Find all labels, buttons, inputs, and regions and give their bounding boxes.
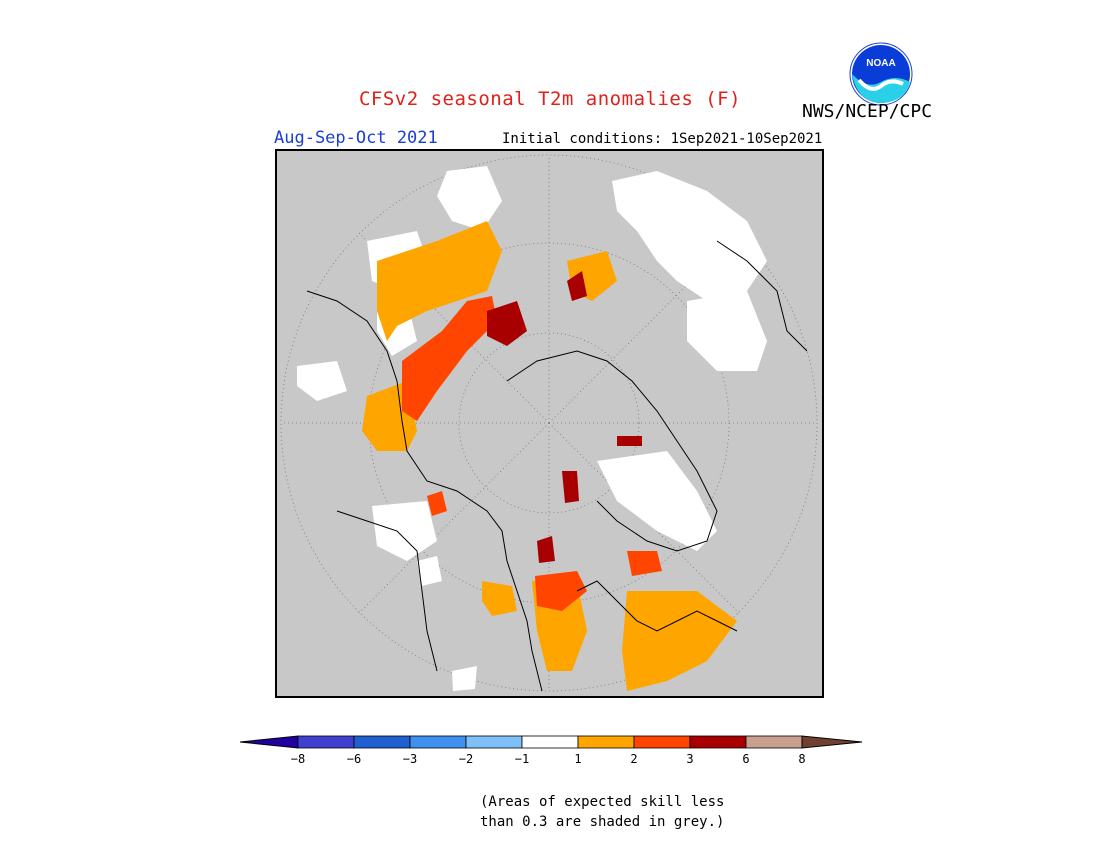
season-label: Aug-Sep-Oct 2021: [274, 128, 438, 148]
initial-conditions-label: Initial conditions: 1Sep2021-10Sep2021: [502, 131, 823, 147]
noaa-logo-icon: NOAA: [849, 42, 913, 106]
colorbar-tick-label: 8: [798, 752, 806, 766]
colorbar-tick-label: −6: [346, 752, 362, 766]
colorbar-segment: [297, 735, 355, 749]
colorbar-tick-label: −1: [514, 752, 530, 766]
colorbar-segment: [521, 735, 579, 749]
colorbar-tick-label: −2: [458, 752, 474, 766]
colorbar-arrow-right: [801, 735, 863, 749]
colorbar-segment: [745, 735, 803, 749]
map-title: CFSv2 seasonal T2m anomalies (F): [358, 88, 742, 110]
colorbar-segment: [689, 735, 747, 749]
noaa-logo-text: NOAA: [866, 58, 895, 69]
agency-label: NWS/NCEP/CPC: [802, 101, 933, 122]
colorbar-tick-label: 1: [574, 752, 582, 766]
coastlines: [306, 240, 808, 692]
footnote-line2: than 0.3 are shaded in grey.): [480, 814, 725, 830]
footnote-line1: (Areas of expected skill less: [480, 794, 725, 810]
colorbar-tick-label: 3: [686, 752, 694, 766]
anomaly-1-2-areas: [362, 221, 737, 691]
colorbar-tick-label: −3: [402, 752, 418, 766]
colorbar-tick-label: 6: [742, 752, 750, 766]
colorbar: [238, 732, 863, 772]
colorbar-tick-label: 2: [630, 752, 638, 766]
skill-footnote: (Areas of expected skill less than 0.3 a…: [480, 792, 724, 832]
colorbar-segment: [409, 735, 467, 749]
colorbar-segment: [633, 735, 691, 749]
colorbar-arrow-left: [239, 735, 299, 749]
anomaly-2-3-areas: [402, 296, 662, 611]
colorbar-tick-label: −8: [290, 752, 306, 766]
colorbar-segment: [353, 735, 411, 749]
colorbar-segment: [577, 735, 635, 749]
longitude-lines: [281, 155, 817, 691]
anomaly-3-6-areas: [487, 271, 642, 563]
colorbar-segment: [465, 735, 523, 749]
polar-map: [275, 149, 824, 698]
